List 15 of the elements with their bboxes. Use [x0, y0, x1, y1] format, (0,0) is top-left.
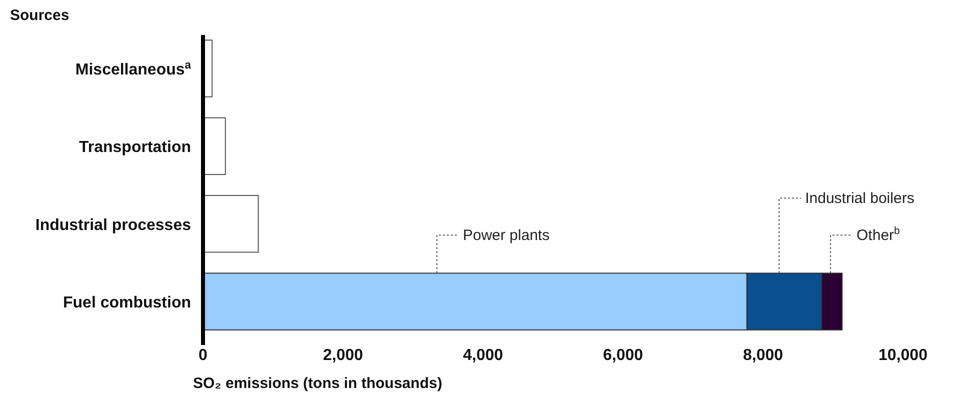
- x-tick-label: 6,000: [602, 347, 644, 364]
- series-label: Power plants: [462, 227, 550, 244]
- x-tick-label: 2,000: [322, 347, 364, 364]
- y-axis-title: Sources: [10, 7, 70, 24]
- x-tick-label: 4,000: [462, 347, 504, 364]
- y-tick-label: Miscellaneous$^{a}$: [75, 59, 192, 78]
- y-tick-label: Transportation: [78, 139, 191, 156]
- x-tick-label: 10,000: [878, 347, 928, 364]
- y-tick-label: Fuel combustion: [63, 294, 191, 312]
- y-tick-label: Industrial processes: [35, 216, 192, 234]
- text: Other$^{b}$: [856, 225, 900, 244]
- text: Industrial boilers: [805, 190, 914, 208]
- x-axis-title: SO₂ emissions (tons in thousands): [193, 375, 442, 392]
- x-tick-label: 8,000: [742, 347, 784, 364]
- x-tick-label: 0: [198, 347, 208, 364]
